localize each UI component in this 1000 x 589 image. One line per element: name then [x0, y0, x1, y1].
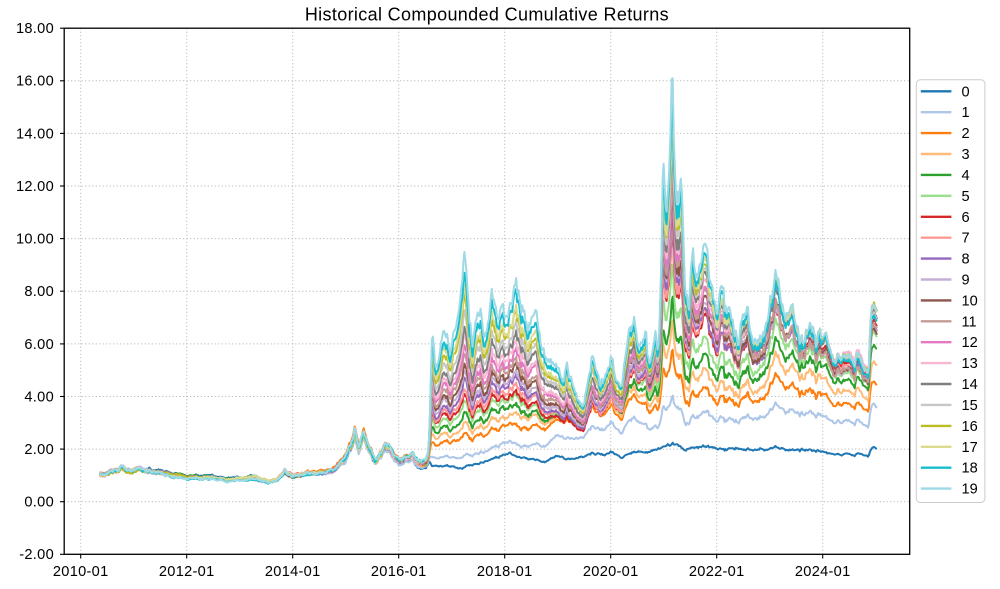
svg-text:15: 15	[962, 398, 978, 414]
svg-text:16: 16	[962, 419, 978, 435]
svg-text:2024-01: 2024-01	[795, 564, 851, 580]
svg-text:9: 9	[962, 273, 970, 289]
svg-text:4.00: 4.00	[24, 389, 54, 405]
svg-text:2020-01: 2020-01	[583, 564, 639, 580]
svg-text:3: 3	[962, 147, 970, 163]
svg-text:6.00: 6.00	[24, 337, 54, 353]
svg-text:16.00: 16.00	[16, 74, 54, 90]
svg-text:5: 5	[962, 189, 970, 205]
svg-text:19: 19	[962, 482, 978, 498]
svg-text:-2.00: -2.00	[19, 547, 54, 563]
svg-text:2022-01: 2022-01	[689, 564, 745, 580]
svg-text:2018-01: 2018-01	[477, 564, 533, 580]
svg-text:14.00: 14.00	[16, 126, 54, 142]
svg-text:2012-01: 2012-01	[159, 564, 215, 580]
svg-text:7: 7	[962, 231, 970, 247]
svg-text:10.00: 10.00	[16, 232, 54, 248]
svg-text:8.00: 8.00	[24, 284, 54, 300]
svg-text:14: 14	[962, 377, 978, 393]
svg-text:0: 0	[962, 84, 970, 100]
svg-text:4: 4	[962, 168, 970, 184]
svg-text:6: 6	[962, 210, 970, 226]
svg-text:11: 11	[962, 314, 977, 330]
svg-text:1: 1	[962, 105, 970, 121]
svg-text:13: 13	[962, 356, 978, 372]
svg-text:Historical Compounded Cumulati: Historical Compounded Cumulative Returns	[305, 4, 669, 24]
svg-text:17: 17	[962, 440, 978, 456]
svg-text:2010-01: 2010-01	[53, 564, 109, 580]
svg-text:18: 18	[962, 461, 978, 477]
svg-text:18.00: 18.00	[16, 21, 54, 37]
svg-text:2: 2	[962, 126, 970, 142]
svg-text:2014-01: 2014-01	[265, 564, 321, 580]
svg-text:12.00: 12.00	[16, 179, 54, 195]
svg-text:2016-01: 2016-01	[371, 564, 427, 580]
svg-text:10: 10	[962, 293, 978, 309]
svg-text:0.00: 0.00	[24, 495, 54, 511]
svg-text:8: 8	[962, 252, 970, 268]
svg-text:2.00: 2.00	[24, 442, 54, 458]
svg-text:12: 12	[962, 335, 978, 351]
